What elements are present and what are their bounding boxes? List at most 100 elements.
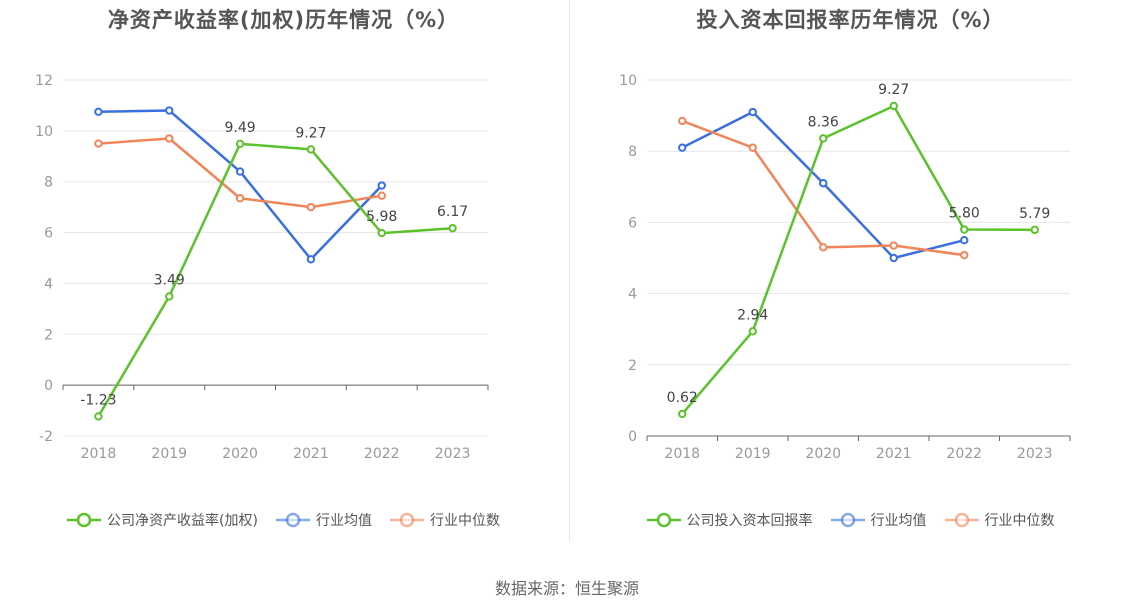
data-point	[748, 107, 757, 117]
y-tick-label: 2	[628, 358, 637, 374]
y-tick-label: 2	[44, 327, 53, 343]
data-point	[960, 225, 969, 234]
legend-label: 公司投入资本回报率	[686, 513, 813, 529]
data-point	[678, 409, 687, 419]
roic-chart-legend: 公司投入资本回报率 行业均值 行业中位数	[567, 510, 1134, 530]
data-label: 9.27	[878, 82, 909, 98]
x-tick-label: 2019	[151, 446, 187, 462]
legend-item[interactable]: 行业中位数	[944, 510, 1055, 530]
series-line	[681, 104, 1035, 415]
data-point	[678, 143, 687, 152]
legend-label: 行业中位数	[429, 513, 500, 529]
data-point	[306, 145, 316, 154]
x-tick-label: 2021	[293, 446, 329, 462]
legend-swatch	[389, 512, 424, 528]
legend-item[interactable]: 行业均值	[275, 510, 372, 530]
legend-label: 行业中位数	[984, 513, 1055, 529]
data-label: 9.49	[224, 120, 255, 136]
y-tick-label: 6	[44, 226, 53, 242]
data-label: 3.49	[154, 272, 185, 288]
data-point	[960, 236, 969, 245]
y-tick-label: 0	[44, 378, 53, 394]
data-source-note: 数据来源：恒生聚源	[494, 579, 639, 598]
legend-swatch-marker	[399, 512, 415, 528]
data-point	[1030, 225, 1039, 235]
data-point	[819, 134, 828, 143]
data-point	[377, 181, 386, 190]
panel-divider	[569, 0, 570, 542]
y-tick-label: 12	[35, 73, 53, 89]
chart-title: 净资产收益率(加权)历年情况（%）	[107, 8, 460, 32]
legend-swatch-marker	[954, 512, 969, 528]
legend-swatch-marker	[285, 512, 301, 528]
data-point	[960, 250, 969, 260]
legend-label: 行业均值	[870, 513, 927, 529]
y-tick-label: 8	[44, 175, 53, 191]
data-point	[377, 228, 386, 238]
x-tick-label: 2018	[664, 446, 700, 462]
data-point	[235, 194, 245, 203]
data-point	[889, 101, 898, 111]
data-label: 9.27	[295, 125, 326, 141]
y-tick-label: 10	[619, 73, 637, 89]
legend-swatch	[67, 512, 102, 528]
data-point	[165, 106, 174, 115]
y-tick-label: 4	[628, 287, 637, 303]
legend-swatch-marker	[656, 512, 671, 528]
x-tick-label: 2022	[946, 446, 982, 462]
roic-chart-svg: 0 2 4 6 8 10 2018 2019 2020 2021 2022 2023 0.62 2.94 8…	[619, 73, 1071, 462]
x-tick-label: 2019	[735, 446, 771, 462]
data-point	[235, 167, 245, 176]
data-point	[889, 253, 898, 263]
legend-swatch	[944, 512, 979, 528]
data-point	[377, 191, 386, 200]
legend-label: 行业均值	[315, 513, 372, 529]
data-label: -1.23	[80, 392, 116, 408]
data-point	[165, 292, 174, 301]
series-line	[97, 142, 453, 418]
data-label: 5.79	[1019, 206, 1050, 222]
y-tick-label: -2	[39, 429, 53, 445]
legend-item[interactable]: 公司净资产收益率(加权)	[67, 510, 258, 530]
data-label: 8.36	[808, 114, 839, 130]
legend-item[interactable]: 公司投入资本回报率	[646, 510, 813, 530]
data-point	[94, 139, 103, 148]
legend-swatch	[830, 512, 865, 528]
data-point	[819, 243, 828, 252]
data-point	[889, 241, 898, 250]
legend-swatch-marker	[76, 512, 92, 528]
legend-swatch	[275, 512, 310, 528]
y-tick-label: 8	[628, 144, 637, 160]
legend-swatch-marker	[840, 512, 855, 528]
roe-chart-svg: -2 0 2 4 6 8 10 12 2018 2019 2020 2021 2022 2023 -1.23…	[35, 73, 489, 462]
data-label: 0.62	[667, 390, 698, 406]
legend-item[interactable]: 行业均值	[830, 510, 927, 530]
x-tick-label: 2020	[805, 446, 841, 462]
data-point	[306, 202, 316, 212]
data-point	[165, 134, 174, 143]
data-label: 2.94	[737, 307, 768, 323]
x-tick-label: 2023	[1017, 446, 1053, 462]
roe-chart-panel: 净资产收益率(加权)历年情况（%） -2 0 2 4 6 8 10 12 2018 2019 202…	[0, 0, 567, 545]
data-point	[678, 116, 687, 126]
legend-label: 公司净资产收益率(加权)	[107, 513, 258, 529]
y-tick-label: 0	[628, 429, 637, 445]
x-tick-label: 2023	[435, 446, 471, 462]
x-tick-label: 2020	[222, 446, 258, 462]
data-point	[94, 412, 103, 421]
x-tick-label: 2021	[876, 446, 912, 462]
data-point	[748, 143, 757, 152]
roe-chart-legend: 公司净资产收益率(加权) 行业均值 行业中位数	[0, 510, 567, 530]
data-label: 5.98	[366, 209, 397, 225]
x-tick-label: 2018	[81, 446, 117, 462]
data-point	[448, 224, 457, 233]
data-point	[235, 139, 245, 149]
data-point	[748, 327, 757, 336]
chart-title: 投入资本回报率历年情况（%）	[696, 8, 1005, 32]
legend-item[interactable]: 行业中位数	[389, 510, 500, 530]
y-tick-label: 4	[44, 276, 53, 292]
data-label: 6.17	[437, 204, 468, 220]
roic-chart-panel: 投入资本回报率历年情况（%） 0 2 4 6 8 10 2018 2019 2020 2021 20…	[567, 0, 1134, 545]
x-tick-label: 2022	[364, 446, 400, 462]
data-point	[94, 107, 103, 116]
